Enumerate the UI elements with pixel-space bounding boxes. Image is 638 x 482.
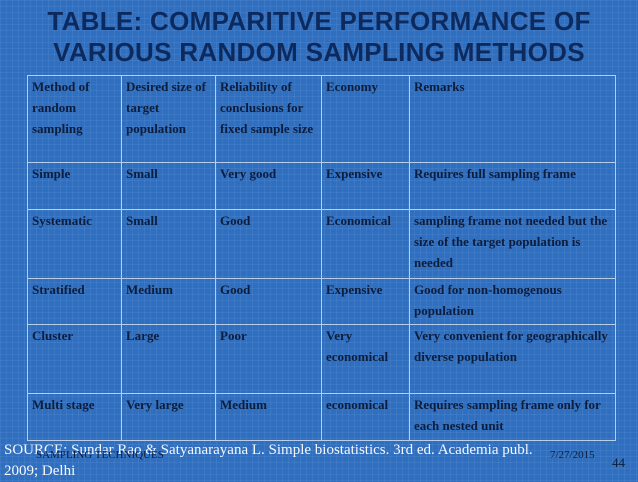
table-cell: Small (121, 209, 216, 279)
table-cell: Requires full sampling frame (409, 162, 616, 210)
table-cell: Medium (121, 278, 216, 325)
table-cell: Small (121, 162, 216, 210)
table-cell: Very convenient for geographically diver… (409, 324, 616, 394)
table-row: Systematic Small Good Economical samplin… (27, 209, 616, 279)
header-cell: Desired size of target population (121, 75, 216, 163)
header-cell: Method of random sampling (27, 75, 122, 163)
header-cell: Remarks (409, 75, 616, 163)
table-row: Stratified Medium Good Expensive Good fo… (27, 278, 616, 325)
table-cell: Good (215, 209, 322, 279)
table-cell: Economical (321, 209, 410, 279)
slide-footer-label: SAMPLING TECHNIQUES (36, 449, 164, 461)
source-citation: SOURCE: Sundar Rao & Satyanarayana L. Si… (4, 440, 624, 482)
table-cell: Multi stage (27, 393, 122, 441)
table-cell: Expensive (321, 162, 410, 210)
table-cell: Very economical (321, 324, 410, 394)
table-cell: Good (215, 278, 322, 325)
table-row: Multi stage Very large Medium economical… (27, 393, 616, 441)
source-citation-line-1: SOURCE: Sundar Rao & Satyanarayana L. Si… (4, 442, 533, 458)
slide-title: TABLE: COMPARITIVE PERFORMANCE OF VARIOU… (0, 6, 638, 68)
header-cell: Reliability of conclusions for fixed sam… (215, 75, 322, 163)
slide-date: 7/27/2015 (550, 449, 595, 461)
slide-page-number: 44 (612, 455, 625, 470)
table-cell: Very good (215, 162, 322, 210)
table-header-row: Method of random sampling Desired size o… (27, 75, 616, 163)
table-cell: Large (121, 324, 216, 394)
table-cell: Poor (215, 324, 322, 394)
comparison-table: Method of random sampling Desired size o… (27, 75, 616, 441)
source-citation-line-2: 2009; Delhi (4, 463, 76, 479)
slide-title-line-1: TABLE: COMPARITIVE PERFORMANCE OF (47, 6, 591, 36)
table-cell: Stratified (27, 278, 122, 325)
table-cell: Medium (215, 393, 322, 441)
table-row: Cluster Large Poor Very economical Very … (27, 324, 616, 394)
table-cell: sampling frame not needed but the size o… (409, 209, 616, 279)
table-cell: Requires sampling frame only for each ne… (409, 393, 616, 441)
header-cell: Economy (321, 75, 410, 163)
table-row: Simple Small Very good Expensive Require… (27, 162, 616, 210)
table-cell: Good for non-homogenous population (409, 278, 616, 325)
table-cell: economical (321, 393, 410, 441)
table-cell: Simple (27, 162, 122, 210)
slide-title-line-2: VARIOUS RANDOM SAMPLING METHODS (53, 37, 585, 67)
table-cell: Systematic (27, 209, 122, 279)
table-cell: Cluster (27, 324, 122, 394)
table-cell: Very large (121, 393, 216, 441)
table-cell: Expensive (321, 278, 410, 325)
